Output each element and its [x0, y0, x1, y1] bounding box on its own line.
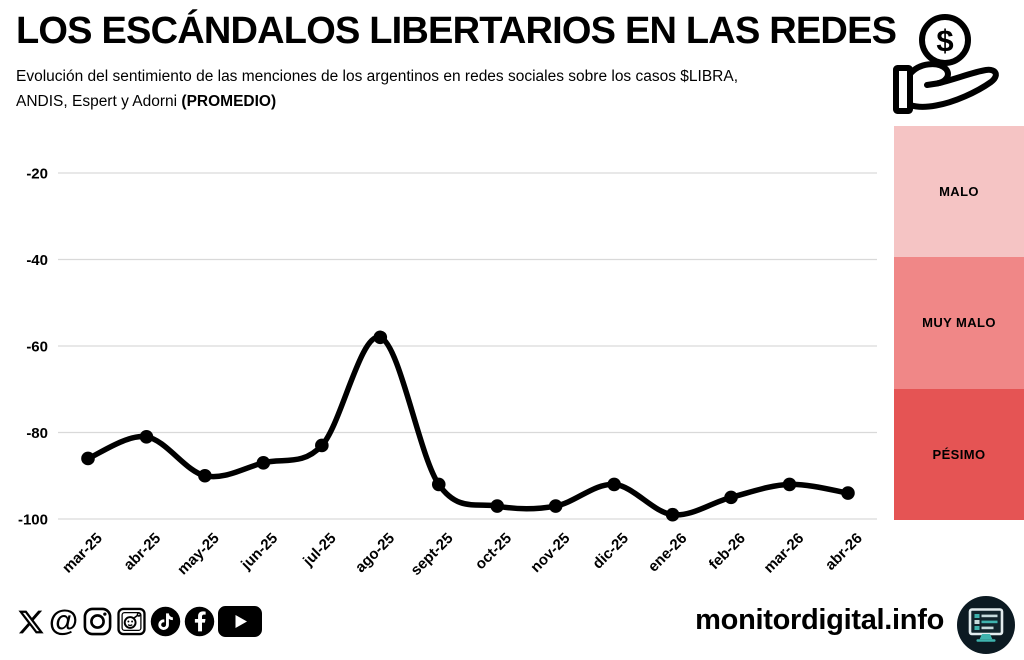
x-icon[interactable] — [17, 607, 45, 637]
x-axis-tick-label: mar-26 — [761, 530, 808, 577]
legend-band-label: PÉSIMO — [932, 446, 986, 462]
x-axis-tick-label: abr-26 — [822, 530, 866, 574]
data-point — [315, 438, 329, 453]
dollar-coin-icon — [919, 14, 971, 66]
x-axis-tick-label: may-25 — [174, 530, 223, 579]
data-point — [548, 499, 563, 513]
page-subtitle: Evolución del sentimiento de las mencion… — [16, 64, 876, 114]
sentiment-line — [85, 334, 851, 518]
legend-band-muy-malo: MUY MALO — [894, 257, 1024, 389]
x-axis-tick-label: dic-25 — [589, 530, 632, 573]
threads-icon[interactable]: @ — [48, 606, 79, 637]
dollar-sign-glyph: $ — [936, 23, 953, 58]
hand-receiving-dollar-coin-icon: $ — [891, 10, 1005, 121]
data-point — [431, 477, 446, 492]
legend-band-pesimo: PÉSIMO — [894, 388, 1024, 520]
youtube-icon[interactable] — [218, 606, 262, 637]
x-axis-tick-label: nov-25 — [527, 530, 573, 576]
data-point — [256, 455, 271, 470]
y-axis-tick-label: -60 — [26, 339, 48, 356]
subtitle-line2: ANDIS, Espert y Adorni — [16, 93, 182, 110]
sentiment-scale-legend: MALO MUY MALO PÉSIMO — [894, 126, 1024, 520]
x-axis-tick-label: sept-25 — [407, 530, 456, 579]
y-axis-tick-label: -40 — [26, 252, 48, 269]
x-axis-tick-label: ene-26 — [645, 530, 691, 576]
subtitle-promedio: (PROMEDIO) — [181, 93, 277, 110]
social-icons-row: @ — [17, 606, 262, 637]
data-point — [198, 468, 212, 483]
x-axis-tick-label: jul-25 — [299, 530, 339, 570]
page-title: LOS ESCÁNDALOS LIBERTARIOS EN LAS REDES — [16, 10, 897, 52]
data-point — [665, 507, 680, 522]
y-axis-tick-label: -100 — [18, 512, 48, 529]
instagram-icon[interactable] — [82, 606, 113, 637]
data-point — [607, 477, 621, 492]
x-axis-tick-label: oct-25 — [472, 530, 515, 573]
tiktok-icon[interactable] — [150, 606, 181, 637]
legend-band-label: MALO — [939, 184, 979, 200]
data-point — [841, 486, 855, 500]
x-axis-tick-label: jun-25 — [237, 530, 281, 574]
data-point — [782, 477, 797, 492]
y-axis-tick-label: -80 — [26, 425, 48, 442]
data-point — [490, 499, 505, 513]
data-point — [373, 330, 388, 345]
monitor-screen-icon — [957, 596, 1015, 659]
y-axis-tick-label: -20 — [26, 166, 48, 183]
x-axis-tick-label: abr-25 — [120, 530, 164, 574]
reddit-icon[interactable] — [116, 606, 147, 637]
subtitle-line1: Evolución del sentimiento de las mencion… — [16, 68, 739, 85]
sentiment-line-chart: -20 -40 -60 -80 -100 mar-25 abr-25 may-25 jun-25… — [18, 166, 877, 579]
svg-text:@: @ — [49, 606, 78, 637]
data-point — [81, 451, 95, 466]
brand-block: monitordigital.info — [695, 596, 1015, 659]
legend-band-malo: MALO — [894, 126, 1024, 258]
x-axis-tick-label: ago-25 — [352, 530, 398, 576]
data-point — [139, 430, 154, 444]
facebook-icon[interactable] — [184, 606, 215, 637]
data-point — [724, 490, 738, 505]
brand-name: monitordigital.info — [695, 604, 944, 636]
legend-band-label: MUY MALO — [922, 315, 996, 331]
x-axis-tick-label: mar-25 — [59, 530, 106, 577]
x-axis-tick-label: feb-26 — [706, 530, 749, 573]
